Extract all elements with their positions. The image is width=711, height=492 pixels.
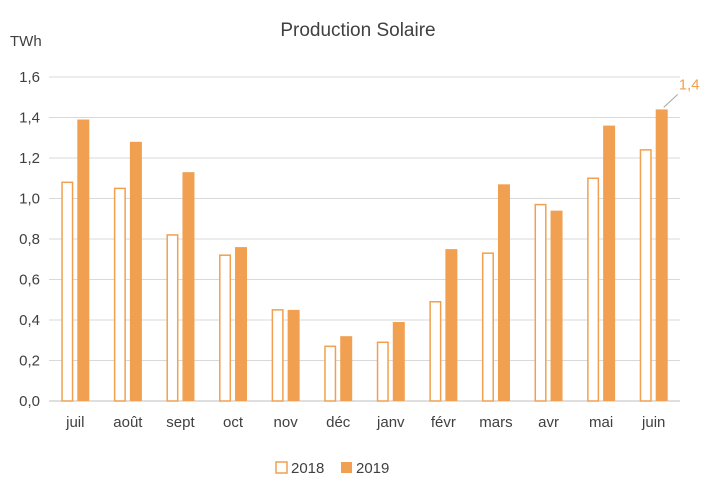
bar-2019-juil (77, 119, 90, 402)
y-axis-unit: TWh (10, 33, 42, 50)
callout-annotation: 1,4 (663, 76, 700, 108)
x-tick-label: juil (65, 414, 84, 431)
bar-2018-juin (639, 149, 652, 402)
legend-label-2018: 2018 (291, 460, 324, 477)
bar-2019-mai (603, 125, 616, 401)
bar-2019-févr (445, 249, 458, 401)
legend: 2018 2019 (275, 460, 389, 477)
bar-2018-févr (429, 301, 442, 402)
bar-2018-sept (166, 234, 179, 402)
x-tick-labels: juil août sept oct nov déc janv févr mars avr mai j… (65, 414, 665, 431)
y-tick-label: 0,2 (19, 353, 40, 370)
x-tick-label: oct (223, 414, 244, 431)
bar-2018-nov (271, 309, 284, 402)
bar-2018-mars (481, 252, 494, 402)
bar-2019-avr (550, 210, 563, 401)
bars (61, 109, 668, 402)
y-tick-label: 0,0 (19, 393, 40, 410)
bar-2019-oct (235, 247, 248, 401)
bar-2019-juin (655, 109, 668, 402)
bar-2019-août (129, 141, 142, 402)
legend-label-2019: 2019 (356, 460, 389, 477)
legend-swatch-2018 (275, 461, 288, 474)
y-tick-label: 0,4 (19, 312, 40, 329)
bar-2019-nov (287, 309, 300, 401)
bar-2018-août (113, 187, 126, 402)
bar-2019-sept (182, 172, 195, 401)
bar-2018-juil (61, 181, 74, 402)
chart-title: Production Solaire (280, 20, 435, 41)
bar-2019-mars (497, 184, 510, 401)
x-tick-label: mars (479, 414, 512, 431)
x-tick-label: juin (641, 414, 665, 431)
x-tick-label: août (113, 414, 143, 431)
x-tick-label: janv (376, 414, 405, 431)
y-tick-label: 1,2 (19, 150, 40, 167)
bar-2018-mai (587, 177, 600, 402)
legend-swatch-2019 (341, 462, 352, 473)
x-tick-label: mai (589, 414, 613, 431)
y-tick-labels: 0,0 0,2 0,4 0,6 0,8 1,0 1,2 1,4 1,6 (19, 69, 40, 410)
x-tick-label: avr (538, 414, 559, 431)
bar-2018-janv (376, 341, 389, 402)
y-tick-label: 0,8 (19, 231, 40, 248)
bar-2018-oct (219, 254, 232, 402)
y-tick-label: 1,4 (19, 110, 40, 127)
bar-2018-déc (324, 345, 337, 402)
y-tick-label: 1,6 (19, 69, 40, 86)
bar-2019-déc (340, 336, 353, 401)
x-tick-label: nov (274, 414, 299, 431)
gridlines (49, 76, 680, 402)
x-tick-label: sept (166, 414, 195, 431)
callout-leader-line (663, 94, 679, 108)
bar-2018-avr (534, 203, 547, 402)
y-tick-label: 1,0 (19, 191, 40, 208)
y-tick-label: 0,6 (19, 272, 40, 289)
x-tick-label: déc (326, 414, 351, 431)
x-tick-label: févr (431, 414, 456, 431)
callout-label: 1,4 (679, 76, 700, 93)
bar-2019-janv (392, 322, 405, 401)
